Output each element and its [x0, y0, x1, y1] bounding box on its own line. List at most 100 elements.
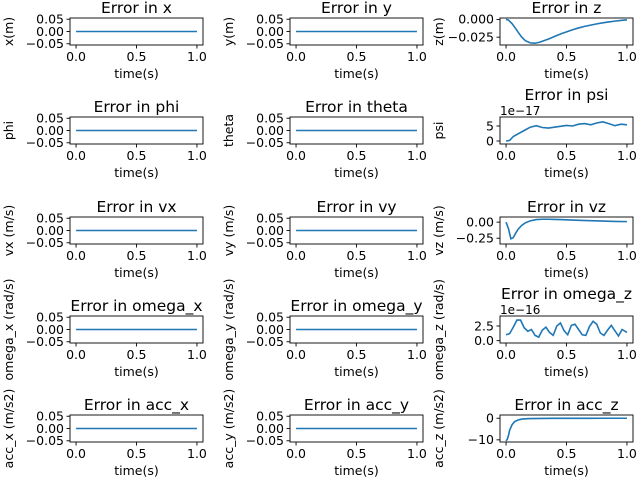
- y-tick-label: 2.5: [474, 318, 494, 333]
- y-offset-text: 1e−17: [500, 104, 540, 118]
- y-tick-label: 0.0: [474, 333, 494, 348]
- x-tick-label: 0.0: [66, 446, 86, 461]
- x-axis-label: time(s): [334, 66, 379, 81]
- x-tick-label: 1.0: [407, 248, 427, 263]
- subplot-14: Error in acc_y 0.0 0.5 1.0 0.050.00−0.05 time…: [221, 389, 427, 478]
- x-tick-label: 0.0: [286, 248, 306, 263]
- series-line: [505, 18, 628, 45]
- subplot-12: Error in omega_z 0.0 0.5 1.0 2.50.0 time(s) om…: [431, 279, 637, 380]
- y-axis-label: z(m): [431, 17, 446, 46]
- y-tick-label: 0: [486, 133, 494, 148]
- x-axis-label: time(s): [334, 265, 379, 280]
- y-tick-label: −0.25: [456, 231, 494, 246]
- subplot-title: Error in psi: [525, 86, 609, 104]
- y-tick-label: −0.05: [26, 135, 64, 150]
- x-tick-label: 0.5: [557, 248, 577, 263]
- series-line: [505, 120, 628, 142]
- x-tick-label: 0.0: [66, 49, 86, 64]
- subplot-title: Error in theta: [305, 98, 408, 116]
- y-axis-label: x(m): [1, 17, 16, 46]
- x-axis-label: time(s): [334, 364, 379, 379]
- x-tick-label: 1.0: [617, 49, 637, 64]
- y-tick-label: −0.05: [246, 235, 284, 250]
- x-axis-label: time(s): [334, 165, 379, 180]
- x-tick-label: 0.0: [286, 148, 306, 163]
- x-tick-label: 0.0: [286, 347, 306, 362]
- y-tick-label: −0.05: [246, 433, 284, 448]
- x-tick-label: 0.5: [557, 49, 577, 64]
- subplot-title: Error in vz: [527, 198, 606, 216]
- x-tick-label: 1.0: [187, 248, 207, 263]
- y-axis-label: acc_z (m/s2): [431, 389, 446, 468]
- y-axis-label: phi: [1, 121, 16, 140]
- y-axis-label: omega_z (rad/s): [431, 279, 446, 380]
- series-line: [505, 417, 627, 442]
- y-tick-label: 0.000: [458, 12, 494, 27]
- x-tick-label: 0.5: [557, 148, 577, 163]
- x-tick-label: 0.5: [127, 446, 147, 461]
- x-tick-label: 0.5: [127, 148, 147, 163]
- y-axis-label: theta: [221, 114, 236, 147]
- y-axis-label: omega_x (rad/s): [1, 279, 16, 381]
- subplot-title: Error in acc_y: [304, 396, 409, 415]
- y-tick-label: 0.00: [36, 223, 64, 238]
- y-tick-label: 0.00: [256, 123, 284, 138]
- y-offset-text: 1e−16: [500, 303, 540, 317]
- y-axis-label: acc_y (m/s2): [221, 389, 236, 469]
- y-tick-label: 0.00: [256, 421, 284, 436]
- x-tick-label: 1.0: [617, 446, 637, 461]
- y-tick-label: 0.00: [36, 24, 64, 39]
- y-tick-label: 0.00: [256, 223, 284, 238]
- x-tick-label: 0.5: [557, 446, 577, 461]
- y-tick-label: −10: [468, 432, 494, 447]
- y-tick-label: 0.00: [36, 421, 64, 436]
- x-tick-label: 0.0: [496, 49, 516, 64]
- x-axis-label: time(s): [544, 463, 589, 478]
- y-tick-label: 0.05: [36, 409, 64, 424]
- y-tick-label: 0.00: [36, 123, 64, 138]
- x-axis-label: time(s): [114, 463, 159, 478]
- x-tick-label: 0.5: [347, 446, 367, 461]
- x-tick-label: 0.0: [66, 248, 86, 263]
- x-tick-label: 0.0: [286, 49, 306, 64]
- y-axis-label: vx (m/s): [1, 205, 16, 256]
- x-axis-label: time(s): [544, 66, 589, 81]
- x-axis-label: time(s): [114, 265, 159, 280]
- x-axis-label: time(s): [544, 265, 589, 280]
- x-tick-label: 0.0: [286, 446, 306, 461]
- y-axis-label: omega_y (rad/s): [221, 279, 236, 381]
- series-line: [505, 218, 627, 241]
- y-axis-label: psi: [431, 122, 446, 140]
- x-tick-label: 0.5: [127, 347, 147, 362]
- subplot-15: Error in acc_z 0.0 0.5 1.0 0 −10 time(s) acc_z …: [431, 389, 637, 478]
- y-tick-label: 0.05: [256, 409, 284, 424]
- subplot-title: Error in acc_x: [84, 396, 189, 415]
- y-tick-label: 0.05: [36, 111, 64, 126]
- subplot-title: Error in x: [101, 0, 172, 17]
- subplot-11: Error in omega_y 0.0 0.5 1.0 0.050.00−0.05 ti…: [221, 279, 427, 381]
- subplot-6: Error in psi 0.0 0.5 1.0 50 time(s) psi 1e−17: [431, 86, 637, 180]
- subplot-title: Error in acc_z: [514, 396, 618, 415]
- x-axis-label: time(s): [114, 66, 159, 81]
- subplot-title: Error in omega_y: [290, 297, 422, 316]
- y-axis-label: acc_x (m/s2): [1, 389, 16, 469]
- x-axis-label: time(s): [114, 165, 159, 180]
- y-tick-label: 0.05: [256, 12, 284, 27]
- subplot-title: Error in phi: [94, 98, 180, 116]
- x-tick-label: 1.0: [407, 148, 427, 163]
- x-tick-label: 0.5: [347, 347, 367, 362]
- subplot-13: Error in acc_x 0.0 0.5 1.0 0.050.00−0.05 time…: [1, 389, 207, 478]
- subplot-8: Error in vy 0.0 0.5 1.0 0.050.00−0.05 time(s)…: [221, 198, 427, 280]
- x-tick-label: 1.0: [407, 49, 427, 64]
- subplot-7: Error in vx 0.0 0.5 1.0 0.050.00−0.05 time(s)…: [1, 198, 207, 280]
- y-axis-label: vz (m/s): [431, 205, 446, 256]
- x-tick-label: 1.0: [617, 248, 637, 263]
- x-tick-label: 0.5: [127, 248, 147, 263]
- x-tick-label: 0.0: [496, 148, 516, 163]
- x-tick-label: 0.5: [347, 49, 367, 64]
- x-tick-label: 1.0: [187, 148, 207, 163]
- y-tick-label: 0.05: [36, 12, 64, 27]
- x-tick-label: 0.5: [347, 148, 367, 163]
- y-tick-label: −0.05: [26, 235, 64, 250]
